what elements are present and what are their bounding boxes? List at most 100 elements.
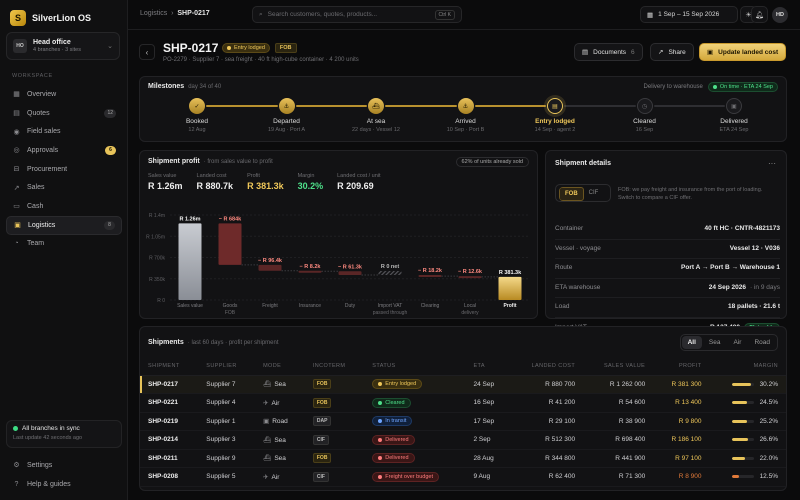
table-row[interactable]: SHP-0219 Supplier 1 ▣ Road DAP In transit 17 S… [140,412,786,431]
chevron-updown-icon: ⌄ [107,43,113,50]
sidebar-item-logistics[interactable]: ▣ Logistics 8 [6,215,122,235]
sold-units-pill: 62% of units already sold [455,157,529,167]
tab-all[interactable]: All [681,336,702,349]
margin-value: 24.5% [759,399,778,407]
shipment-id[interactable]: SHP-0219 [140,412,199,431]
breadcrumb-sep: › [171,10,174,17]
notifications-button[interactable]: 🔔︎ [751,6,768,23]
user-avatar[interactable]: HD [772,7,788,23]
table-row[interactable]: SHP-0217 Supplier 7 ⛴ Sea FOB Entry lodged 24 … [140,375,786,394]
column-header[interactable]: SHIPMENT [140,357,199,376]
margin-bar-fill [731,475,740,479]
waterfall-bar-clearing [418,274,442,277]
profit-kpis: Sales value R 1.26m Landed cost R 880.7k Pro… [148,173,381,191]
milestone-connector [206,105,278,107]
status-cell: Freight over budget [364,467,466,487]
sidebar-item-approvals[interactable]: ◎ Approvals 6 [6,141,122,160]
org-switcher[interactable]: HO Head office 4 branches · 3 sites ⌄ [6,32,120,60]
column-header[interactable]: PROFIT [653,357,710,376]
wallet-icon: ▭ [13,203,20,211]
data-label: − R 12.6k [458,269,483,275]
shipment-id[interactable]: SHP-0221 [140,393,199,413]
column-header[interactable]: STATUS [364,357,466,376]
table-row[interactable]: SHP-0221 Supplier 4 ✈ Air FOB Cleared 16 Sep R … [140,393,786,413]
sidebar-item-field-sales[interactable]: ◉ Field sales [6,122,122,141]
shipment-mode-tabs: All Sea Air Road [679,334,778,351]
sea-icon: ⛴ [263,455,272,463]
kpi-value: 30.2% [297,181,324,191]
detail-value: 40 ft HC · CNTR-4821173 [705,225,781,232]
incoterm-cell: CIF [304,467,365,487]
margin-bar-fill [731,438,749,442]
date-range-picker[interactable]: ▦ 1 Sep – 15 Sep 2026 [640,6,738,23]
sidebar-item-overview[interactable]: ▦ Overview [6,85,122,104]
table-row[interactable]: SHP-0214 Supplier 3 ⛴ Sea CIF Delivered 2 Sep R… [140,430,786,450]
incoterm-option-fob[interactable]: FOB [559,187,584,201]
column-header[interactable]: MARGIN [709,357,786,376]
date-range-value: 1 Sep – 15 Sep 2026 [658,11,720,18]
tab-road[interactable]: Road [754,339,770,346]
sidebar-item-settings[interactable]: ⚙ Settings [6,456,122,475]
eta-cell: 17 Sep [465,412,511,431]
milestone-date: 16 Sep [635,127,654,133]
sidebar-item-procurement[interactable]: ⊟ Procurement [6,160,122,179]
column-header[interactable]: SUPPLIER [198,357,256,376]
documents-button[interactable]: ▤ Documents 6 [574,43,643,61]
back-button[interactable]: ‹ [139,44,155,60]
shipment-id[interactable]: SHP-0214 [140,430,199,450]
air-icon: ✈ [263,399,269,407]
brand[interactable]: S SilverLion OS [10,10,91,26]
table-row[interactable]: SHP-0211 Supplier 9 ⛴ Sea FOB Delivered 28 Aug… [140,449,786,468]
detail-value: Vessel 12 · V036 [730,245,780,252]
status-dot-icon [378,400,383,405]
column-header[interactable]: SALES VALUE [583,357,654,376]
column-header[interactable]: INCOTERM [304,357,365,376]
documents-count: 6 [631,48,635,56]
sales-value-cell: R 1 262 000 [583,375,654,394]
sidebar-item-label: Sales [27,184,45,192]
mode-cell: ✈ Air [255,467,305,487]
kpi-margin: Margin 30.2% [298,173,324,191]
sidebar-item-badge: 8 [104,220,115,230]
column-header[interactable]: MODE [255,357,305,376]
mode-cell: ▣ Road [255,412,305,431]
cart-icon: ⊟ [13,166,20,174]
sidebar: S SilverLion OS HO Head office 4 branche… [0,0,128,500]
status-dot-icon [378,382,383,387]
share-button[interactable]: ↗ Share [650,43,694,61]
waterfall-chart: R 1.4m R 1.05m R 700k R 350k R 0 R 1.26m Sales… [146,213,530,316]
shipment-id[interactable]: SHP-0208 [140,467,199,487]
profit-cell: R 186 100 [653,430,710,450]
table-row[interactable]: SHP-0208 Supplier 5 ✈ Air CIF Freight over bu… [140,467,786,487]
incoterm-tag: FOB [312,453,332,464]
milestone-date: 12 Aug [188,127,206,133]
margin-bar [731,401,754,405]
milestone-departed-node: ⚓ [278,98,295,114]
y-tick-label: R 0 [157,298,165,304]
ship-icon: ⛴ [372,103,380,110]
more-options-icon[interactable]: ··· [768,159,776,168]
incoterm-tag: FOB [312,379,332,390]
tab-sea[interactable]: Sea [708,339,721,346]
tab-air[interactable]: Air [733,339,742,346]
shipment-id[interactable]: SHP-0217 [140,375,199,394]
incoterm-cell: FOB [304,449,365,468]
incoterm-option-cif[interactable]: CIF [588,190,599,196]
search-input[interactable]: ⌕ Search customers, quotes, products... … [252,6,462,23]
column-header[interactable]: LANDED COST [510,357,584,376]
detail-row: Vessel · voyage Vessel 12 · V036 [555,245,780,252]
sidebar-item-help-guides[interactable]: ? Help & guides [6,475,122,494]
sidebar-item-quotes[interactable]: ▤ Quotes 12 [6,104,122,123]
status-cell: Entry lodged [364,375,466,394]
breadcrumb-parent[interactable]: Logistics [140,10,168,17]
sidebar-item-cash[interactable]: ▭ Cash [6,197,122,216]
sidebar-item-team[interactable]: ◔ Team [6,235,122,254]
shipment-id[interactable]: SHP-0211 [140,449,199,468]
profit-sub: · from sales value to profit [203,159,273,165]
column-header[interactable]: ETA [465,357,511,376]
sidebar-item-sales[interactable]: ↗ Sales [6,178,122,197]
x-tick-label: Goods [223,303,238,309]
status-dot-icon [378,419,383,424]
mode-label: Sea [274,436,286,444]
update-landed-cost-button[interactable]: ▣ Update landed cost [699,43,787,61]
